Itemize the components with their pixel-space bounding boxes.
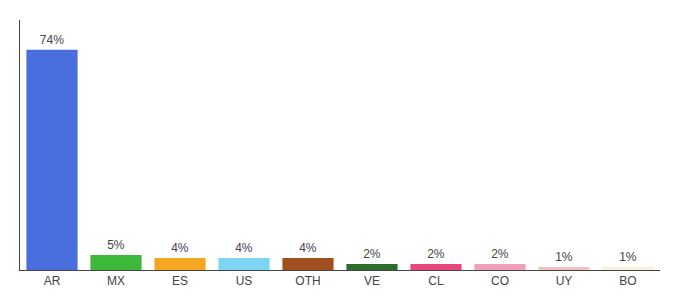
svg-text:UY: UY bbox=[556, 274, 573, 288]
svg-text:CO: CO bbox=[491, 274, 509, 288]
svg-text:74%: 74% bbox=[40, 33, 64, 47]
svg-text:4%: 4% bbox=[171, 241, 189, 255]
svg-text:1%: 1% bbox=[619, 250, 637, 264]
svg-text:2%: 2% bbox=[363, 247, 381, 261]
svg-text:4%: 4% bbox=[235, 241, 253, 255]
svg-text:OTH: OTH bbox=[295, 274, 320, 288]
svg-text:4%: 4% bbox=[299, 241, 317, 255]
svg-text:BO: BO bbox=[619, 274, 636, 288]
svg-text:5%: 5% bbox=[107, 238, 125, 252]
svg-text:US: US bbox=[236, 274, 253, 288]
svg-text:MX: MX bbox=[107, 274, 125, 288]
svg-text:1%: 1% bbox=[555, 250, 573, 264]
svg-text:2%: 2% bbox=[491, 247, 509, 261]
svg-text:AR: AR bbox=[44, 274, 61, 288]
svg-text:VE: VE bbox=[364, 274, 380, 288]
svg-text:2%: 2% bbox=[427, 247, 445, 261]
svg-text:CL: CL bbox=[428, 274, 444, 288]
svg-text:ES: ES bbox=[172, 274, 188, 288]
